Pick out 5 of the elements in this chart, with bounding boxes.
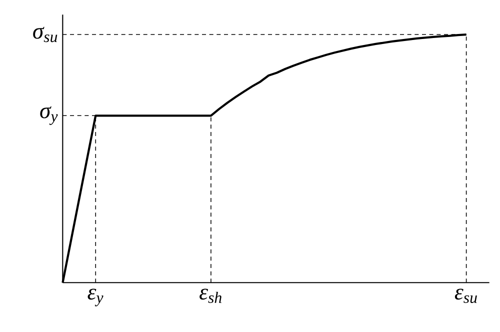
- ref-line-label: σ$_{y}$: [40, 106, 58, 125]
- x-tick-label: ε$_{su}$: [454, 288, 477, 304]
- x-tick-label: ε$_{y}$: [88, 288, 104, 306]
- x-tick-label: ε$_{sh}$: [200, 288, 222, 303]
- ref-line-label: σ$_{su}$: [33, 26, 58, 42]
